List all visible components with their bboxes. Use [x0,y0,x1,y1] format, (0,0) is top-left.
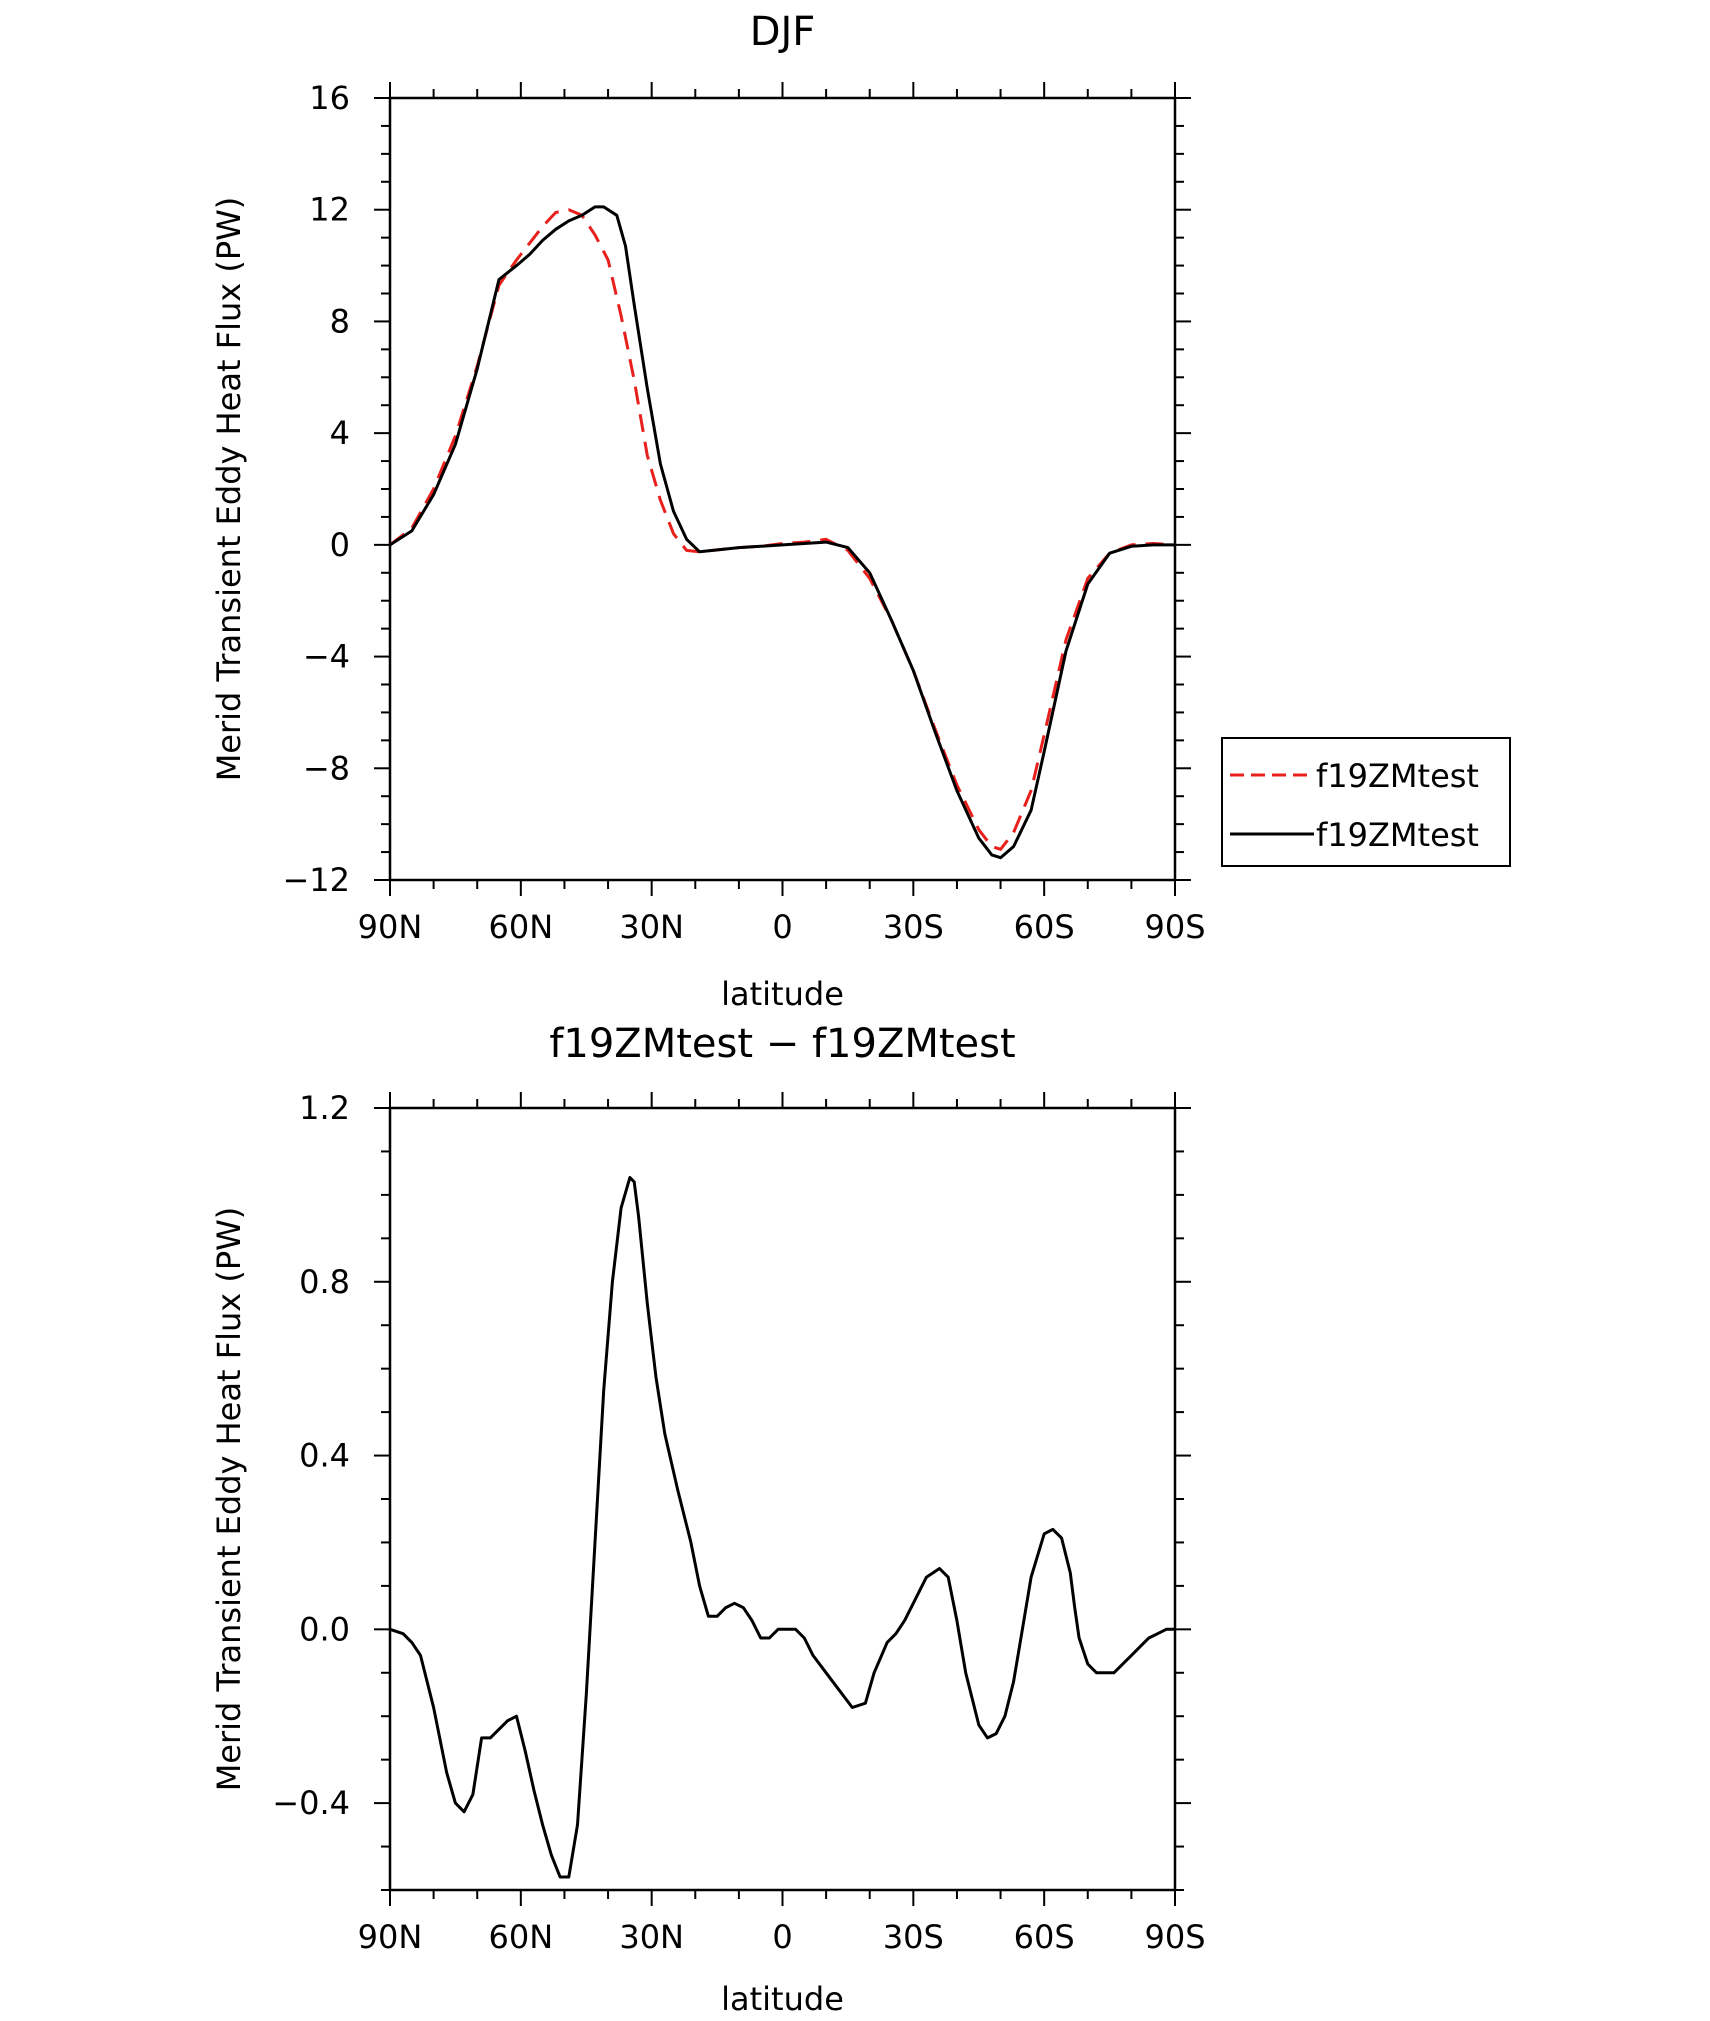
y-tick-label: −4 [303,638,350,676]
x-tick-label: 60N [489,908,554,946]
x-tick-label: 60N [489,1918,554,1956]
bottom-panel: 90N 60N 30N 0 30S 60S 90S −0.4 0.0 0.4 0.8 1.2 f19ZM… [210,1021,1206,2018]
y-axis-label: Merid Transient Eddy Heat Flux (PW) [210,197,248,782]
series-line-1 [389,205,1175,860]
x-tick-label: 30S [883,908,944,946]
x-tick-label: 30N [619,908,684,946]
y-tick-label: 0 [330,526,350,564]
plot-frame [388,96,1177,882]
legend-label: f19ZMtest [1316,757,1479,795]
x-tick-label: 0 [772,908,792,946]
chart-title: f19ZMtest − f19ZMtest [549,1021,1015,1067]
x-tick-label: 30N [619,1918,684,1956]
series-line-0 [389,208,1176,851]
y-tick-label: −0.4 [272,1784,350,1822]
y-tick-label: 16 [309,79,350,117]
legend-box [1221,737,1511,867]
y-tick-label: 12 [309,191,350,229]
x-tick-label: 90S [1144,1918,1205,1956]
y-tick-label: −12 [282,861,350,899]
x-tick-label: 90N [358,1918,423,1956]
y-tick-label: 0.0 [299,1610,350,1648]
x-tick-label: 60S [1014,908,1075,946]
y-tick-label: −8 [303,749,350,787]
x-tick-label: 0 [772,1918,792,1956]
y-axis-label: Merid Transient Eddy Heat Flux (PW) [210,1207,248,1792]
y-tick-label: 0.8 [299,1263,350,1301]
x-axis-label: latitude [721,1980,844,2018]
y-tick-label: 8 [330,302,350,340]
y-tick-label: 1.2 [299,1089,350,1127]
plot-frame [388,1106,1177,1892]
chart-title: DJF [750,9,816,55]
y-tick-label: 4 [330,414,350,452]
x-tick-label: 90S [1144,908,1205,946]
x-tick-label: 30S [883,1918,944,1956]
series-line-0 [389,1176,1175,1879]
x-tick-label: 90N [358,908,423,946]
y-tick-label: 0.4 [299,1437,350,1475]
legend-label: f19ZMtest [1316,816,1479,854]
x-axis-label: latitude [721,975,844,1013]
top-panel: 90N 60N 30N 0 30S 60S 90S −12 −8 −4 0 4 8 12 16 DJF lati… [210,9,1511,1013]
x-tick-label: 60S [1014,1918,1075,1956]
